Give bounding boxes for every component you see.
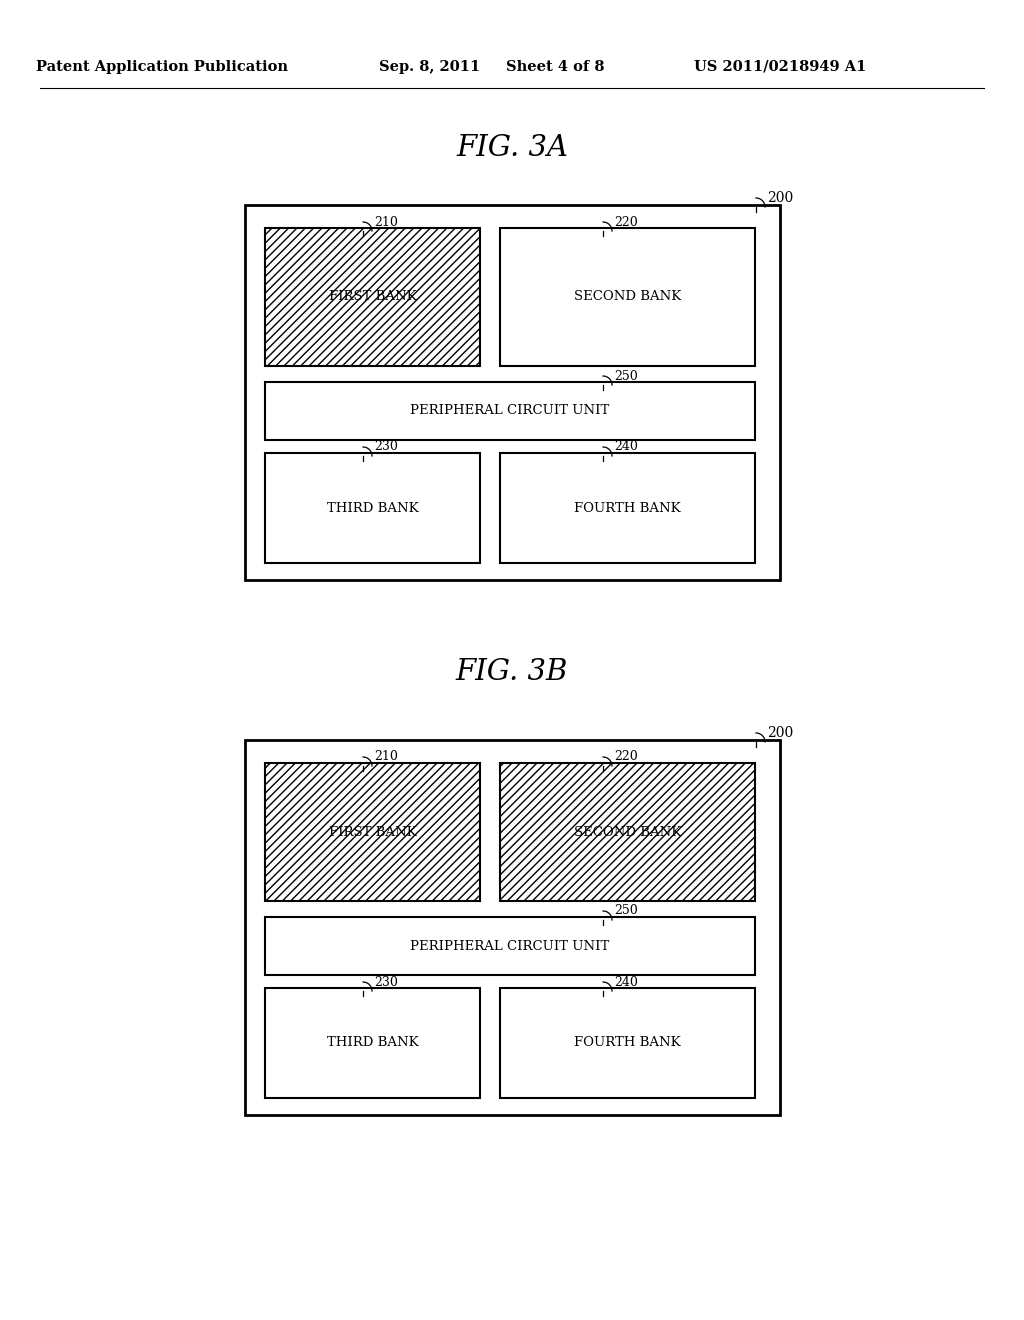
Bar: [245, 741, 780, 1115]
Bar: [265, 917, 755, 975]
Text: 250: 250: [614, 904, 638, 917]
Text: PERIPHERAL CIRCUIT UNIT: PERIPHERAL CIRCUIT UNIT: [411, 404, 609, 417]
Text: 210: 210: [374, 751, 398, 763]
Bar: [500, 228, 755, 366]
Text: 200: 200: [767, 191, 794, 205]
Bar: [265, 228, 480, 366]
Bar: [265, 987, 480, 1098]
Text: 240: 240: [614, 975, 638, 989]
Text: SECOND BANK: SECOND BANK: [573, 825, 681, 838]
Text: 240: 240: [614, 441, 638, 454]
Bar: [500, 453, 755, 564]
Text: FOURTH BANK: FOURTH BANK: [574, 1036, 681, 1049]
Bar: [245, 205, 780, 579]
Text: 220: 220: [614, 751, 638, 763]
Bar: [265, 763, 480, 902]
Text: 210: 210: [374, 215, 398, 228]
Text: FOURTH BANK: FOURTH BANK: [574, 502, 681, 515]
Bar: [500, 987, 755, 1098]
Text: FIG. 3B: FIG. 3B: [456, 657, 568, 686]
Text: FIG. 3A: FIG. 3A: [456, 135, 568, 162]
Bar: [265, 453, 480, 564]
Text: PERIPHERAL CIRCUIT UNIT: PERIPHERAL CIRCUIT UNIT: [411, 940, 609, 953]
Bar: [500, 763, 755, 902]
Text: Sheet 4 of 8: Sheet 4 of 8: [506, 59, 604, 74]
Text: SECOND BANK: SECOND BANK: [573, 290, 681, 304]
Text: 250: 250: [614, 370, 638, 383]
Text: Sep. 8, 2011: Sep. 8, 2011: [379, 59, 480, 74]
Text: 220: 220: [614, 215, 638, 228]
Text: THIRD BANK: THIRD BANK: [327, 502, 419, 515]
Text: Patent Application Publication: Patent Application Publication: [36, 59, 288, 74]
Text: US 2011/0218949 A1: US 2011/0218949 A1: [694, 59, 866, 74]
Text: FIRST BANK: FIRST BANK: [329, 825, 417, 838]
Text: 230: 230: [374, 975, 398, 989]
Text: FIRST BANK: FIRST BANK: [329, 290, 417, 304]
Text: 200: 200: [767, 726, 794, 741]
Bar: [265, 381, 755, 440]
Text: 230: 230: [374, 441, 398, 454]
Text: THIRD BANK: THIRD BANK: [327, 1036, 419, 1049]
